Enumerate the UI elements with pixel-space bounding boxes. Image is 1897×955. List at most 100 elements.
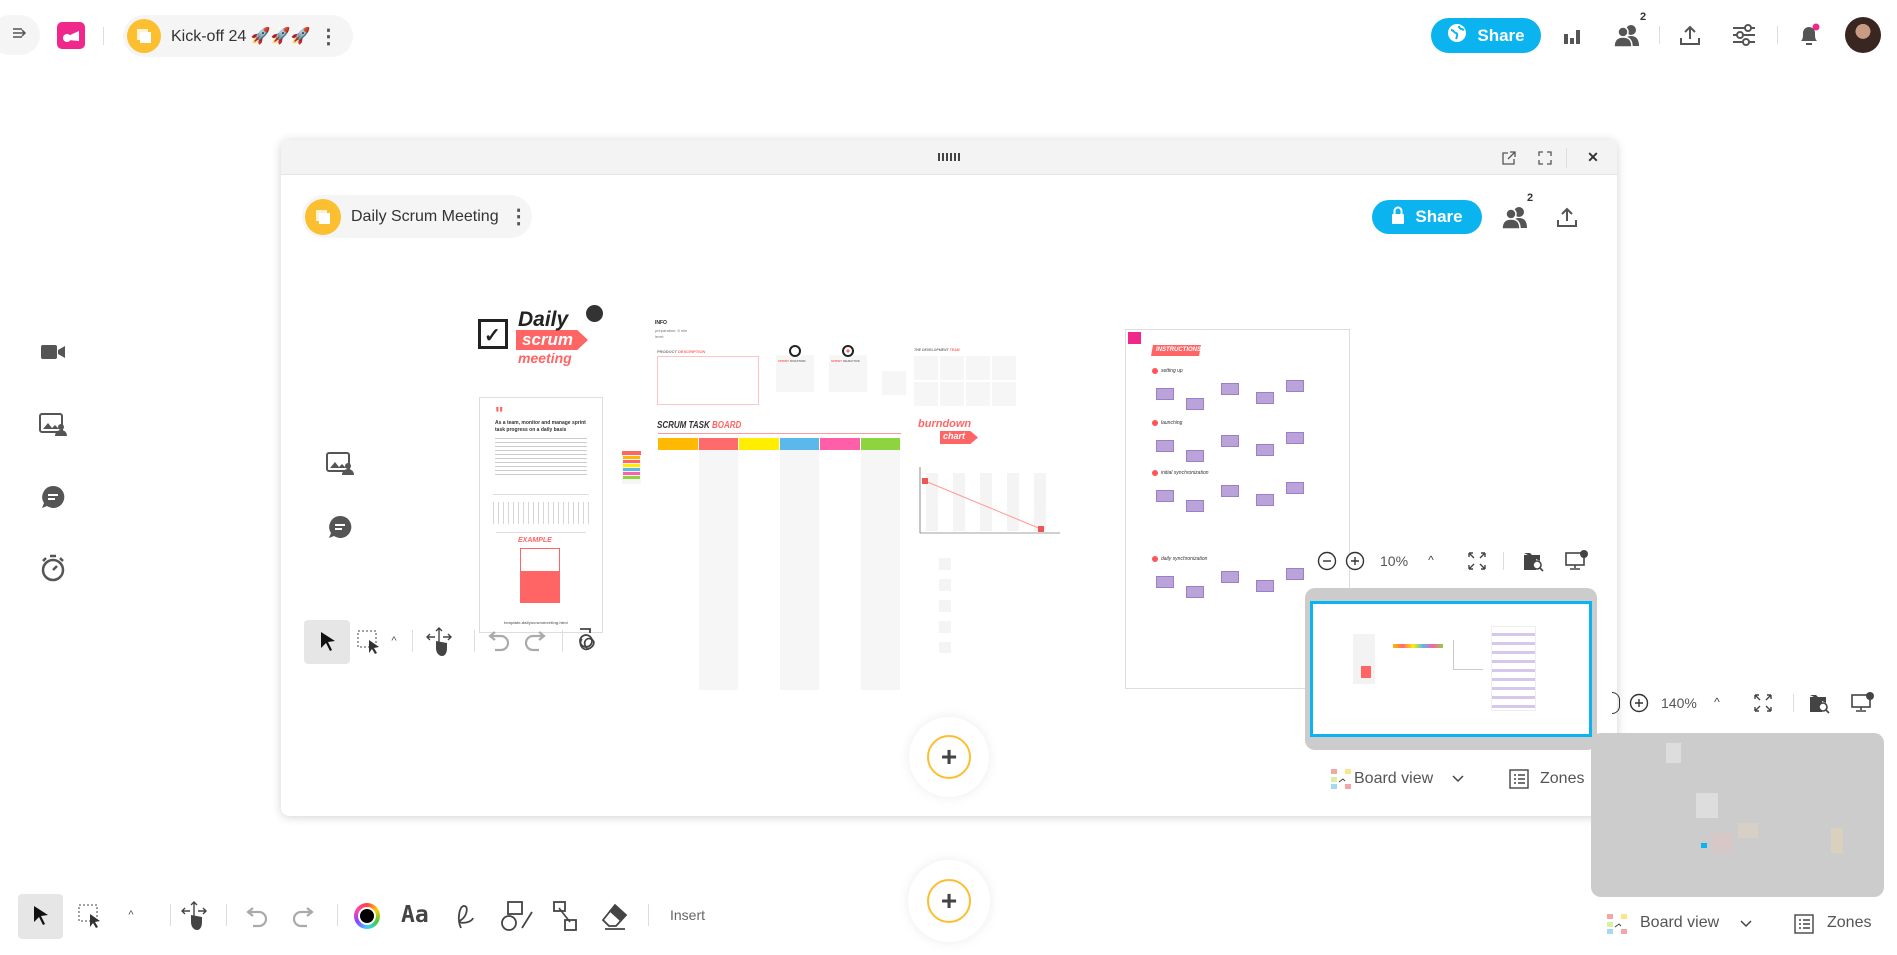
share-button[interactable]: Share xyxy=(1431,18,1541,53)
sprint-objective-card[interactable]: SPRINT OBJECTIVE xyxy=(829,345,867,392)
canvas-zones-label[interactable]: Zones xyxy=(1827,914,1872,931)
inner-zones-label[interactable]: Zones xyxy=(1540,770,1585,787)
undo-icon[interactable] xyxy=(243,902,271,930)
burndown-chart[interactable] xyxy=(911,465,1101,560)
insert-button[interactable]: Insert xyxy=(670,907,706,923)
canvas-minimap[interactable] xyxy=(1591,733,1884,897)
screen-settings-icon[interactable] xyxy=(1851,690,1875,714)
minimap-viewport[interactable] xyxy=(1701,843,1707,848)
product-description-box[interactable] xyxy=(657,356,759,405)
redo-icon[interactable] xyxy=(521,626,549,654)
chevron-down-icon[interactable] xyxy=(1451,772,1465,786)
inner-share-button[interactable]: Share xyxy=(1372,200,1482,234)
chevron-down-icon[interactable] xyxy=(1739,917,1753,931)
task-column[interactable] xyxy=(779,450,819,690)
scrum-master-card[interactable] xyxy=(882,371,906,395)
zoom-in-icon[interactable] xyxy=(1628,692,1650,714)
intro-card[interactable]: " As a team, monitor and manage sprint t… xyxy=(479,397,603,633)
intro-heading: As a team, monitor and manage sprint tas… xyxy=(495,420,586,433)
instruction-sticky xyxy=(1286,432,1304,444)
minimap-viewport[interactable] xyxy=(1310,601,1592,737)
pen-tool[interactable] xyxy=(451,900,479,932)
text-tool[interactable]: Aa xyxy=(401,902,429,928)
search-board-icon[interactable] xyxy=(1521,549,1545,573)
collapse-sidebar-button[interactable] xyxy=(0,15,40,55)
zoom-in-icon[interactable] xyxy=(1344,550,1366,572)
fit-screen-icon[interactable] xyxy=(1466,550,1488,572)
chevron-up-icon[interactable]: ^ xyxy=(1714,695,1720,709)
zones-icon[interactable] xyxy=(1507,768,1531,790)
zoom-out-icon[interactable] xyxy=(1612,692,1620,714)
connector-tool[interactable] xyxy=(551,899,581,933)
upload-icon[interactable] xyxy=(1677,22,1703,48)
more-vertical-icon[interactable]: ⋮ xyxy=(508,206,529,228)
fit-screen-icon[interactable] xyxy=(1752,692,1774,714)
task-board-columns[interactable] xyxy=(658,438,901,690)
pan-tool[interactable] xyxy=(178,899,210,933)
chevron-up-icon[interactable]: ^ xyxy=(128,909,134,921)
undo-icon[interactable] xyxy=(485,626,513,654)
screen-settings-icon[interactable] xyxy=(1565,548,1589,572)
drag-handle-icon[interactable] xyxy=(938,153,960,161)
add-button[interactable]: + xyxy=(908,860,990,942)
window-title-bar[interactable]: ✕ xyxy=(281,140,1617,175)
timer-icon[interactable] xyxy=(39,553,67,583)
sticky-legend[interactable] xyxy=(622,451,641,484)
inner-collaborators-icon[interactable] xyxy=(1499,202,1531,232)
select-tool[interactable] xyxy=(304,620,350,664)
collaborators-count: 2 xyxy=(1640,11,1647,23)
canvas-zoom-level[interactable]: 140% xyxy=(1661,695,1697,711)
task-column-header xyxy=(779,438,819,450)
redo-icon[interactable] xyxy=(289,902,317,930)
task-column[interactable] xyxy=(698,450,738,690)
image-person-icon[interactable] xyxy=(38,410,68,438)
app-logo[interactable] xyxy=(57,22,85,49)
board-title-chip[interactable]: Kick-off 24 🚀🚀🚀 ⋮ xyxy=(123,15,353,57)
daily-scrum-logo[interactable]: ✓ Daily scrum meeting xyxy=(478,305,608,380)
info-title: INFO xyxy=(655,320,667,326)
sprint-duration-card[interactable]: SPRINT DURATION xyxy=(776,345,814,392)
task-column[interactable] xyxy=(860,450,900,690)
area-select-tool[interactable] xyxy=(355,628,383,656)
inner-zoom-level[interactable]: 10% xyxy=(1380,553,1409,569)
instruction-sticky xyxy=(1186,500,1204,512)
task-board-title: SCRUM TASK BOARD xyxy=(657,420,742,431)
pan-tool[interactable] xyxy=(423,625,455,659)
eraser-tool[interactable] xyxy=(600,902,630,932)
chevron-up-icon[interactable]: ^ xyxy=(1428,553,1434,567)
lasso-link-icon[interactable] xyxy=(572,624,604,656)
template-link[interactable]: template-dailyscrummeeting.html xyxy=(504,620,568,625)
stats-icon[interactable] xyxy=(1559,22,1585,48)
bell-icon[interactable] xyxy=(1795,21,1823,49)
inner-minimap[interactable] xyxy=(1305,588,1597,750)
inner-add-button[interactable]: + xyxy=(909,717,989,797)
settings-sliders-icon[interactable] xyxy=(1731,22,1757,48)
close-window-icon[interactable]: ✕ xyxy=(1587,148,1599,165)
dev-team-grid[interactable] xyxy=(914,356,1016,406)
inner-upload-icon[interactable] xyxy=(1555,204,1579,230)
chevron-up-icon[interactable]: ^ xyxy=(391,635,397,647)
chat-icon[interactable] xyxy=(39,483,67,511)
color-picker[interactable] xyxy=(354,903,380,929)
logo-scrum-text: scrum xyxy=(522,330,574,349)
image-person-icon[interactable] xyxy=(325,449,355,477)
area-select-tool[interactable] xyxy=(76,902,104,930)
select-tool[interactable] xyxy=(18,894,63,939)
open-external-icon[interactable] xyxy=(1500,149,1518,167)
canvas-board-view-label[interactable]: Board view xyxy=(1640,914,1720,931)
instruction-sticky xyxy=(1156,440,1174,452)
search-board-icon[interactable] xyxy=(1807,691,1831,715)
inner-board-title-chip[interactable]: Daily Scrum Meeting ⋮ xyxy=(302,195,532,238)
chat-icon[interactable] xyxy=(326,513,354,541)
collaborators-icon[interactable] xyxy=(1610,20,1644,50)
video-icon[interactable] xyxy=(40,340,66,364)
inner-board-view-label[interactable]: Board view xyxy=(1354,770,1434,787)
user-avatar[interactable] xyxy=(1845,17,1881,53)
fullscreen-icon[interactable] xyxy=(1536,149,1554,167)
zones-icon[interactable] xyxy=(1792,913,1816,935)
shapes-tool[interactable] xyxy=(499,899,535,933)
instruction-sticky xyxy=(1221,435,1239,447)
zoom-out-icon[interactable] xyxy=(1316,550,1338,572)
instruction-sticky xyxy=(1156,388,1174,400)
more-vertical-icon[interactable]: ⋮ xyxy=(318,25,339,48)
